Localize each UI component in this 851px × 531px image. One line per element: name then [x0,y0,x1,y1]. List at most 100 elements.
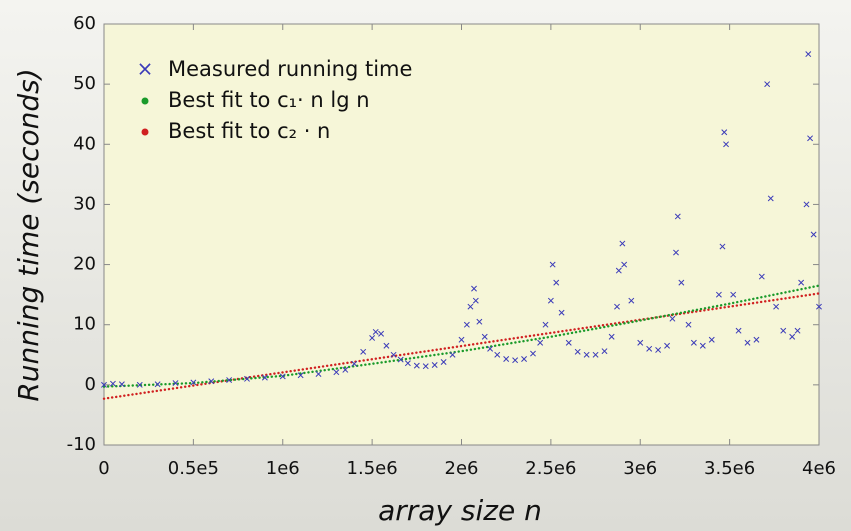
x-tick-label: 3.5e6 [704,458,755,479]
x-tick-label: 3e6 [623,458,657,479]
data-point [172,380,179,387]
data-point [773,303,780,310]
data-point [378,330,385,337]
data-point [664,342,671,349]
data-point [803,201,810,208]
data-point [621,261,628,268]
data-point [101,381,107,388]
data-point [583,351,590,358]
x-tick-label: 1e6 [266,458,300,479]
data-point [431,362,438,368]
data-point [279,373,286,380]
data-point [816,303,822,310]
y-tick-label: 60 [73,13,96,34]
data-point [422,363,429,370]
data-point [360,348,367,355]
data-point [685,321,692,328]
data-point [521,356,528,362]
data-point [807,135,814,142]
data-point [542,321,549,328]
data-point [471,285,477,292]
data-point [404,360,411,367]
x-tick-label: 1.5e6 [347,458,398,479]
data-point [467,303,474,310]
y-axis-title: Running time (seconds) [12,68,45,401]
data-point [351,360,358,367]
data-point [767,195,774,202]
data-point [208,378,215,385]
legend-label: Measured running time [168,57,412,81]
data-point [723,141,730,148]
data-point [678,279,685,286]
data-point [614,303,620,310]
legend-label: Best fit to c₂ · n [168,119,330,143]
data-point [297,372,304,379]
data-point [730,291,737,298]
data-point [674,213,681,220]
data-point [789,333,796,340]
data-point [413,362,420,369]
data-point [592,351,599,358]
data-point [372,328,379,335]
data-point [449,351,456,358]
y-tick-label: 10 [73,314,96,335]
data-point [780,327,787,334]
data-point [721,129,728,136]
data-point [744,339,751,346]
data-point [383,342,390,349]
data-point [463,321,470,328]
data-point [708,336,715,343]
data-point [315,371,322,377]
data-point [369,334,376,341]
data-point [472,297,479,304]
data-point [637,339,644,346]
y-tick-label: -10 [67,434,96,455]
data-point [719,243,726,250]
data-point [669,315,676,322]
data-point [758,273,765,280]
fit-line [102,292,821,400]
data-point [494,351,501,358]
legend-marker [141,128,149,136]
data-point [655,347,662,353]
data-point [458,336,465,343]
data-point [690,339,697,346]
data-point [503,356,510,362]
data-point [476,318,483,325]
data-point [794,327,801,334]
x-tick-label: 0 [98,458,109,479]
data-point [226,377,233,383]
plot-area [103,23,820,446]
data-point [390,351,397,358]
legend-marker [141,97,149,105]
data-point [574,348,581,355]
data-point [487,345,494,352]
y-tick-label: 40 [73,133,96,154]
data-point [190,379,197,386]
data-point [805,51,812,58]
data-point [764,81,771,88]
data-point [735,327,742,334]
data-point [810,231,817,238]
y-tick-label: 0 [85,374,96,395]
data-point [547,297,554,304]
y-tick-label: 50 [73,73,96,94]
data-point [715,291,722,298]
data-point [109,380,116,387]
data-point [646,345,653,352]
data-point [628,297,635,304]
data-point [549,261,556,268]
data-point [440,359,447,365]
legend-label: Best fit to c₁· n lg n [168,88,370,112]
x-tick-label: 0.5e5 [168,458,219,479]
legend-marker: × [137,57,154,81]
data-point [530,350,536,357]
data-point [608,333,615,340]
y-tick-label: 30 [73,193,96,214]
data-point [673,249,679,256]
fit-line [102,284,821,388]
data-point [342,366,349,373]
data-point [154,381,161,388]
